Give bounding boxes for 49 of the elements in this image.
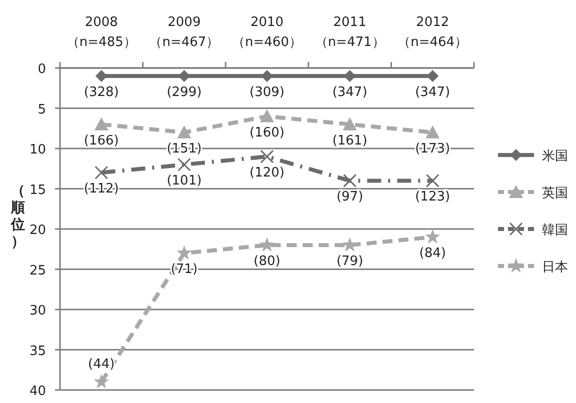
y-axis-title: （順位） (10, 183, 25, 250)
annotation: (84) (419, 246, 446, 262)
point (260, 109, 274, 122)
x-tick-label: 2010 （n=460） (232, 15, 302, 50)
annotation: (44) (88, 356, 115, 372)
annotation: (347) (415, 85, 450, 100)
annotation: (160) (250, 125, 284, 140)
annotation: (101) (166, 174, 202, 189)
y-tick-label: 0 (38, 62, 46, 77)
x-tick-label: 2012 （n=464） (398, 15, 468, 50)
annotation: (347) (332, 85, 368, 100)
y-tick-label: 35 (29, 344, 46, 359)
annotation: (328) (84, 85, 119, 100)
point (424, 229, 440, 244)
annotation: (120) (250, 166, 284, 181)
y-tick-label: 40 (29, 384, 46, 399)
y-tick-label: 20 (29, 223, 46, 238)
annotation: (123) (415, 190, 450, 205)
point (94, 374, 110, 388)
legend-label: 英国 (542, 186, 568, 201)
annotation: (299) (166, 85, 202, 100)
annotation: (309) (250, 85, 284, 100)
legend-label: 日本 (542, 260, 568, 275)
annotation: (161) (332, 133, 368, 148)
annotation: (79) (336, 254, 364, 270)
point (94, 166, 108, 180)
y-tick-label: 10 (29, 142, 46, 158)
y-tick-label: 5 (38, 102, 46, 118)
y-tick-label: 25 (29, 263, 46, 278)
point (176, 245, 192, 260)
annotation: (80) (254, 254, 280, 270)
annotation: (97) (336, 190, 364, 205)
annotation: (166) (84, 133, 119, 148)
legend-label: 米国 (542, 149, 568, 164)
x-tick-label: 2008 （n=485） (66, 15, 136, 50)
x-tick-label: 2011 （n=471） (314, 15, 385, 50)
x-tick-label: 2009 （n=467） (149, 15, 220, 50)
point (259, 237, 275, 252)
y-tick-label: 15 (29, 182, 46, 198)
point (426, 125, 440, 138)
point (94, 117, 108, 130)
point (426, 174, 440, 188)
point (260, 150, 274, 164)
point (342, 117, 357, 130)
point (177, 158, 191, 172)
point (177, 125, 192, 138)
legend-label: 韓国 (542, 223, 568, 238)
y-tick-label: 30 (29, 304, 46, 318)
point (343, 174, 357, 188)
